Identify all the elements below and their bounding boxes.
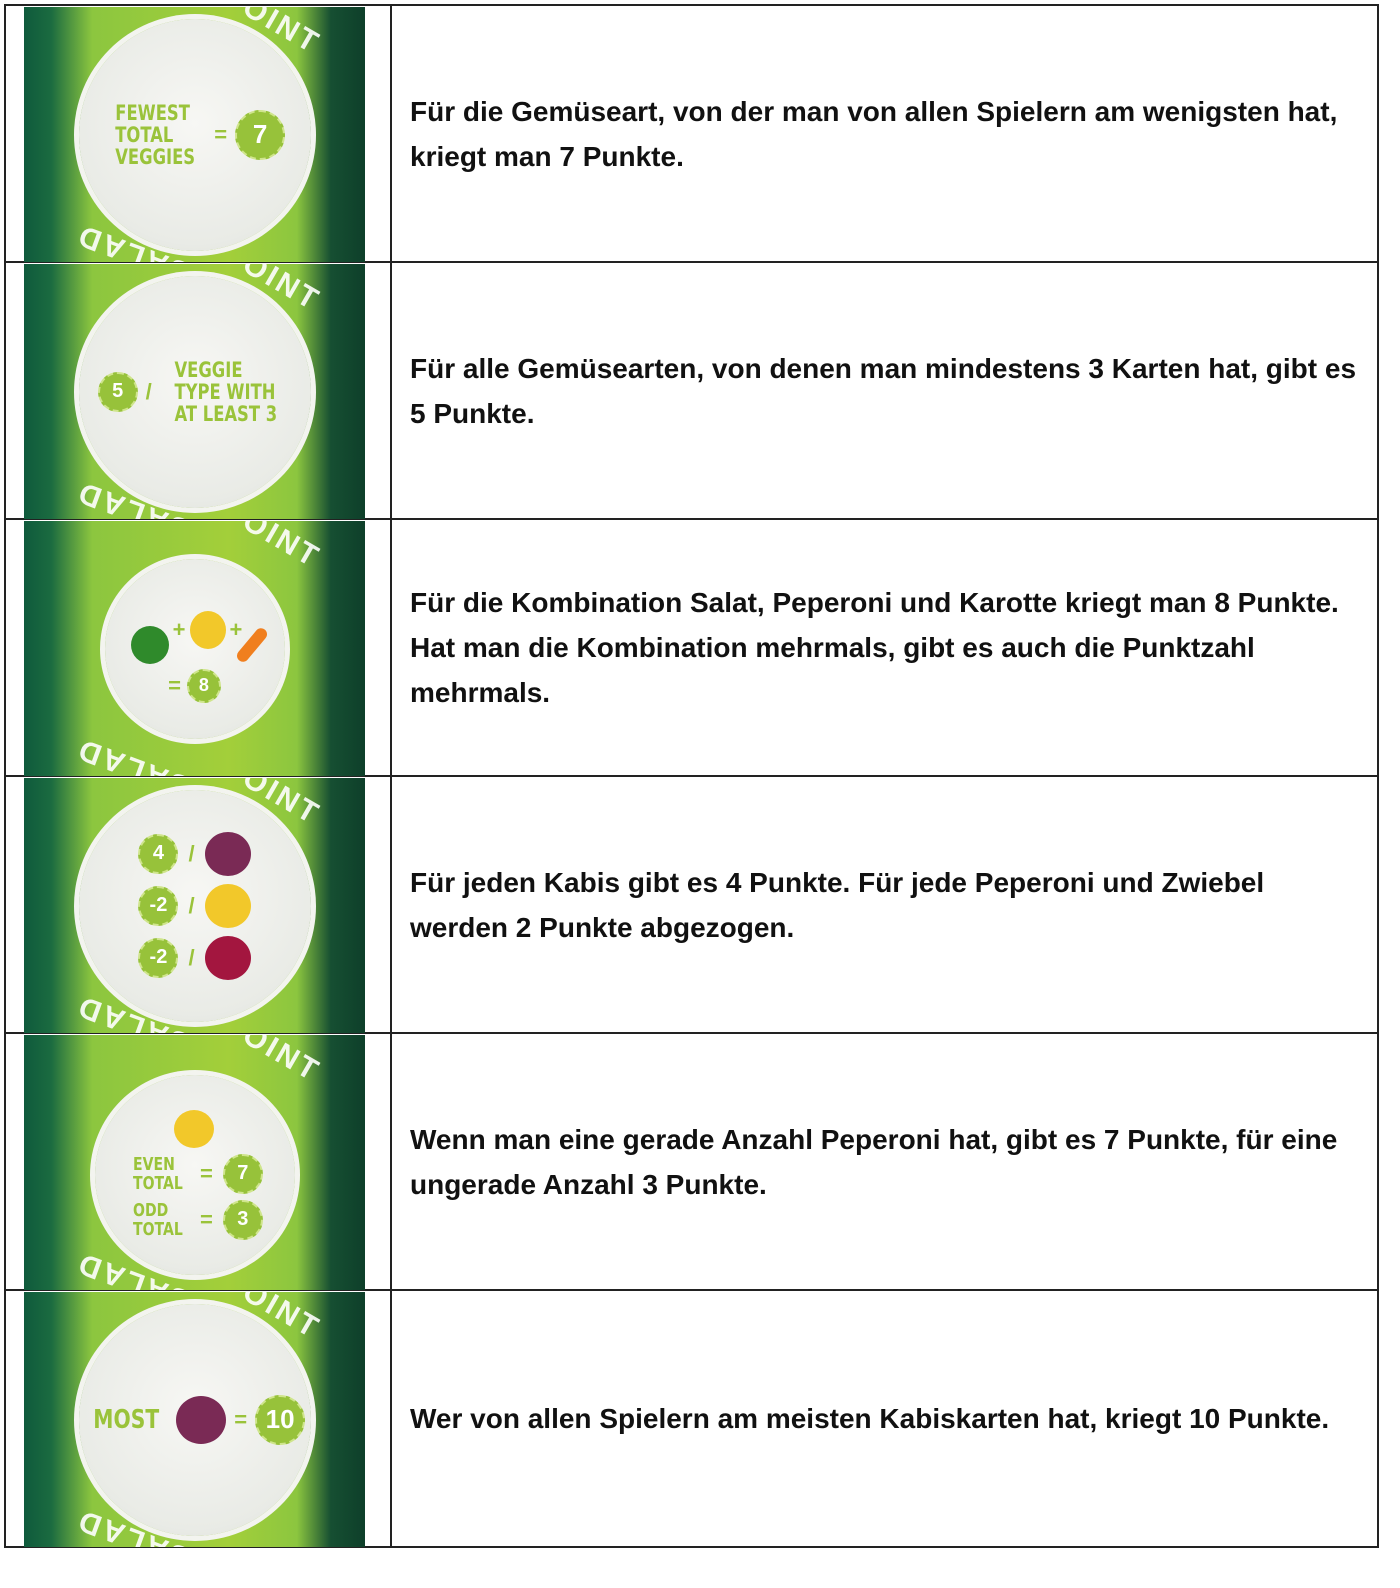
scoring-card-most: POINT SALAD MOST = 10 xyxy=(24,1292,365,1547)
points-badge: 4 xyxy=(138,833,179,874)
lettuce-icon xyxy=(130,625,169,664)
equals-sign: = xyxy=(200,1206,213,1232)
points-badge: 5 xyxy=(97,371,138,412)
rule-description: Für jeden Kabis gibt es 4 Punkte. Für je… xyxy=(390,775,1379,1034)
points-badge: 3 xyxy=(222,1199,263,1240)
pepper-icon xyxy=(174,1109,215,1148)
plate: 5 / VEGGIE TYPE WITH AT LEAST 3 xyxy=(78,275,311,508)
points-badge: 8 xyxy=(186,668,221,703)
card-image-cell: POINT SALAD 4/ -2/ -2/ xyxy=(4,775,392,1034)
slash: / xyxy=(188,840,195,866)
scoring-table: POINT SALAD FEWEST TOTAL VEGGIES = 7 Für d… xyxy=(4,4,1379,1548)
scoring-card-even-odd: POINT SALAD EVEN TOTAL = 7 ODD TOTAL = 3 xyxy=(24,1035,365,1290)
points-badge: 7 xyxy=(222,1153,263,1194)
rule-description: Wer von allen Spielern am meisten Kabisk… xyxy=(390,1289,1379,1548)
points-badge: -2 xyxy=(138,937,179,978)
slash: / xyxy=(188,944,195,970)
scoring-card-fewest-total: POINT SALAD FEWEST TOTAL VEGGIES = 7 xyxy=(24,7,365,262)
points-badge: 10 xyxy=(255,1394,306,1445)
equals-sign: = xyxy=(234,1406,248,1432)
slash: / xyxy=(188,892,195,918)
cabbage-icon xyxy=(176,1395,227,1444)
cabbage-icon xyxy=(204,831,251,876)
plate: MOST = 10 xyxy=(78,1303,311,1536)
plate: FEWEST TOTAL VEGGIES = 7 xyxy=(78,18,311,251)
card-image-cell: POINT SALAD 5 / VEGGIE TYPE WITH AT LEAST … xyxy=(4,261,392,520)
onion-icon xyxy=(204,935,251,980)
equals-sign: = xyxy=(200,1160,213,1186)
points-badge: -2 xyxy=(138,885,179,926)
plus-sign: + xyxy=(229,616,243,642)
table-row: POINT SALAD EVEN TOTAL = 7 ODD TOTAL = 3 Wenn … xyxy=(4,1032,1379,1291)
pepper-icon xyxy=(189,610,226,649)
table-row: POINT SALAD + + = 8 Für die xyxy=(4,518,1379,777)
card-text: VEGGIE TYPE WITH AT LEAST 3 xyxy=(174,357,277,426)
table-row: POINT SALAD 5 / VEGGIE TYPE WITH AT LEAST … xyxy=(4,261,1379,520)
card-text: FEWEST TOTAL VEGGIES xyxy=(115,100,195,169)
rule-description: Für die Gemüseart, von der man von allen… xyxy=(390,4,1379,263)
rule-description: Wenn man eine gerade Anzahl Peperoni hat… xyxy=(390,1032,1379,1291)
table-row: POINT SALAD MOST = 10 Wer von allen Spie… xyxy=(4,1289,1379,1548)
plate: EVEN TOTAL = 7 ODD TOTAL = 3 xyxy=(94,1074,295,1275)
equals-sign: = xyxy=(214,121,228,147)
rule-description: Für die Kombination Salat, Peperoni und … xyxy=(390,518,1379,777)
scoring-card-combination: POINT SALAD + + = 8 xyxy=(24,521,365,776)
card-image-cell: POINT SALAD + + = 8 xyxy=(4,518,392,777)
slash: / xyxy=(145,378,152,404)
scoring-card-per-veggie: POINT SALAD 4/ -2/ -2/ xyxy=(24,778,365,1033)
points-badge: 7 xyxy=(235,109,286,160)
table-row: POINT SALAD FEWEST TOTAL VEGGIES = 7 Für d… xyxy=(4,4,1379,263)
plate: 4 / -2 / -2 / xyxy=(78,789,311,1022)
pepper-icon xyxy=(204,883,251,928)
scoring-card-veggie-type: POINT SALAD 5 / VEGGIE TYPE WITH AT LEAST … xyxy=(24,264,365,519)
plate: + + = 8 xyxy=(104,558,285,739)
plus-sign: + xyxy=(172,616,186,642)
card-text: MOST xyxy=(93,1404,159,1435)
rule-description: Für alle Gemüsearten, von denen man mind… xyxy=(390,261,1379,520)
card-image-cell: POINT SALAD EVEN TOTAL = 7 ODD TOTAL = 3 xyxy=(4,1032,392,1291)
table-row: POINT SALAD 4/ -2/ -2/ Für jeden Kabis g… xyxy=(4,775,1379,1034)
card-image-cell: POINT SALAD FEWEST TOTAL VEGGIES = 7 xyxy=(4,4,392,263)
card-image-cell: POINT SALAD MOST = 10 xyxy=(4,1289,392,1548)
equals-sign: = xyxy=(168,672,181,698)
